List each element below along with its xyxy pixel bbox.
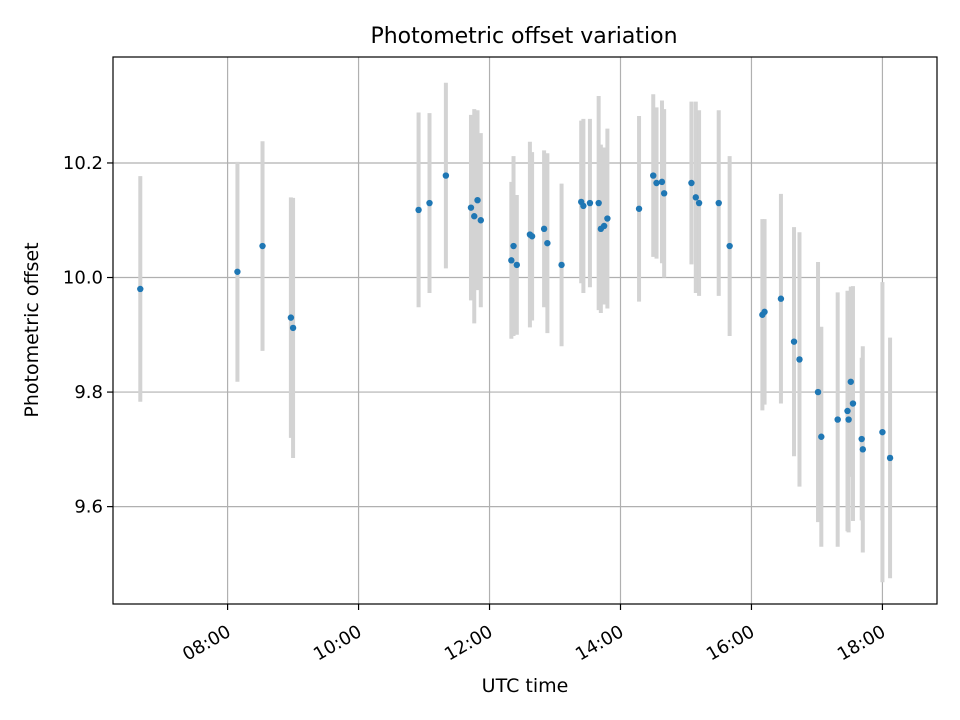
chart-title: Photometric offset variation xyxy=(370,24,677,49)
data-point xyxy=(761,308,768,316)
data-point xyxy=(845,416,852,423)
data-point xyxy=(137,285,144,293)
data-point xyxy=(886,454,894,462)
data-point xyxy=(604,215,611,222)
data-point xyxy=(879,428,886,436)
data-point xyxy=(658,178,666,186)
y-tick-label: 9.8 xyxy=(74,382,103,403)
data-point xyxy=(796,356,803,363)
data-point xyxy=(510,242,517,250)
data-point xyxy=(858,435,865,443)
data-point xyxy=(847,378,854,385)
data-point xyxy=(859,446,866,453)
plot-frame xyxy=(112,56,938,605)
data-point xyxy=(595,199,602,207)
data-point xyxy=(650,172,657,179)
data-point xyxy=(513,261,521,269)
data-point xyxy=(289,324,297,332)
y-tick-label: 10.2 xyxy=(63,153,103,174)
y-tick-label: 10.0 xyxy=(63,268,103,289)
data-point xyxy=(653,179,660,187)
x-axis-label: UTC time xyxy=(482,675,569,697)
data-point xyxy=(442,172,450,179)
data-point xyxy=(790,338,798,345)
data-point xyxy=(558,261,565,269)
data-point xyxy=(287,314,295,321)
data-point xyxy=(660,190,668,197)
data-point xyxy=(234,268,241,275)
data-point xyxy=(471,213,478,220)
data-point xyxy=(844,407,851,415)
data-point xyxy=(508,257,515,264)
y-tick-label: 9.6 xyxy=(74,497,103,518)
data-point xyxy=(415,206,422,214)
data-point xyxy=(635,205,643,212)
data-point xyxy=(544,239,551,247)
data-point xyxy=(715,199,722,207)
data-point xyxy=(814,388,822,396)
data-point xyxy=(426,199,433,207)
data-point xyxy=(259,242,266,250)
data-point xyxy=(818,433,825,440)
data-point xyxy=(695,199,703,207)
data-point xyxy=(467,204,475,211)
data-points xyxy=(137,172,894,462)
data-point xyxy=(580,202,587,210)
y-axis-ticks: 9.6 9.8 10.0 10.2 xyxy=(63,153,113,518)
data-point xyxy=(688,179,695,187)
data-point xyxy=(692,194,700,201)
data-point xyxy=(477,217,484,224)
data-point xyxy=(849,400,857,407)
data-point xyxy=(586,199,594,207)
data-point xyxy=(726,242,733,250)
data-point xyxy=(777,295,785,302)
data-point xyxy=(540,225,548,233)
data-point xyxy=(474,196,481,204)
data-point xyxy=(528,233,536,240)
data-point xyxy=(600,222,608,230)
y-axis-label: Photometric offset xyxy=(21,242,43,417)
data-point xyxy=(834,416,841,423)
